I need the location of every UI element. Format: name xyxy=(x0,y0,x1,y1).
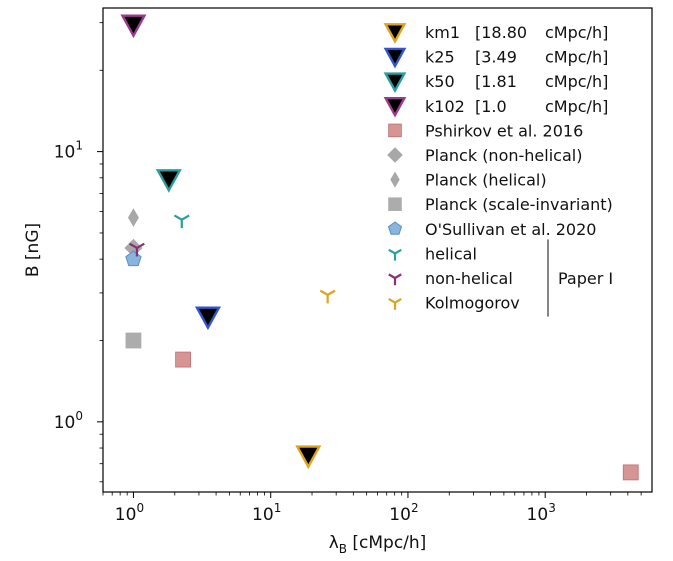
legend-group-label: Paper I xyxy=(558,269,613,288)
legend-label: Pshirkov et al. 2016 xyxy=(425,121,583,140)
legend-label: O'Sullivan et al. 2020 xyxy=(425,220,596,239)
y-tick-label: 100 xyxy=(54,409,83,433)
point-km1 xyxy=(295,445,322,470)
point-k50 xyxy=(155,169,182,193)
legend-label: Planck (non-helical) xyxy=(425,146,582,165)
legend-marker xyxy=(388,273,402,286)
x-axis-label-sub: B xyxy=(339,542,347,556)
legend-marker xyxy=(388,298,402,310)
legend-entry-km1: km1 [18.80 cMpc/h] xyxy=(383,23,608,44)
legend-marker xyxy=(388,248,402,261)
legend-length: [3.49 xyxy=(475,48,517,67)
x-tick-label: 103 xyxy=(527,501,556,525)
legend-entry-planck-helical: Planck (helical) xyxy=(390,171,547,190)
legend-length: [1.0 xyxy=(475,97,507,116)
y-axis-label: B [nG] xyxy=(23,223,43,277)
legend-label: non-helical xyxy=(425,269,513,288)
y-tick-label: 101 xyxy=(54,139,83,163)
point-kolmogorov xyxy=(319,289,336,304)
legend-unit: cMpc/h] xyxy=(545,72,608,91)
legend-marker xyxy=(387,221,403,235)
legend-entry-k25: k25 [3.49 cMpc/h] xyxy=(383,47,608,69)
legend-label: Planck (scale-invariant) xyxy=(425,195,613,214)
legend-label: Kolmogorov xyxy=(425,294,520,313)
x-tick-label: 100 xyxy=(115,501,144,525)
axis-ticks: 100 101 102 103 100 101 xyxy=(54,22,642,525)
point-helical xyxy=(173,214,190,229)
legend-entry-planck-scale-invariant: Planck (scale-invariant) xyxy=(388,195,613,214)
legend-marker xyxy=(390,171,400,188)
legend-entry-planck-non-helical: Planck (non-helical) xyxy=(387,146,582,165)
legend-label: k50 xyxy=(425,72,455,91)
legend-marker xyxy=(383,23,407,44)
legend-entry-pshirkov-et-al-2016: Pshirkov et al. 2016 xyxy=(388,121,583,140)
legend-label: k102 xyxy=(425,97,465,116)
legend-marker xyxy=(383,96,407,118)
legend-entry-kolmogorov: Kolmogorov xyxy=(388,294,520,313)
legend-entry-helical: helical xyxy=(388,244,477,263)
legend-marker xyxy=(388,197,402,211)
legend-unit: cMpc/h] xyxy=(545,48,608,67)
point-pshirkov-et-al-2016 xyxy=(175,351,191,368)
legend-marker xyxy=(383,72,407,94)
legend-length: [18.80 xyxy=(475,23,527,42)
x-axis-label-main: λ xyxy=(329,533,339,553)
point-k25 xyxy=(194,306,221,331)
point-planck-scale-invariant xyxy=(125,332,142,349)
legend-length: [1.81 xyxy=(475,72,517,91)
legend-marker xyxy=(387,147,403,163)
point-non-helical xyxy=(129,242,145,257)
point-planck-helical xyxy=(127,208,139,227)
data-points xyxy=(120,14,639,481)
x-tick-label: 101 xyxy=(252,501,281,525)
legend-label: helical xyxy=(425,244,477,263)
x-axis-label: λB [cMpc/h] xyxy=(329,533,427,556)
legend-marker xyxy=(383,47,407,69)
point-k102 xyxy=(120,14,147,39)
legend: km1 [18.80 cMpc/h] k25 [3.49 cMpc/h] k50 [1.81 c… xyxy=(383,23,613,317)
legend-label: km1 xyxy=(425,23,460,42)
legend-unit: cMpc/h] xyxy=(545,23,608,42)
point-pshirkov-et-al-2016 xyxy=(622,464,639,481)
legend-entry-k50: k50 [1.81 cMpc/h] xyxy=(383,72,608,94)
point-o-sullivan-et-al-2020 xyxy=(125,250,142,267)
legend-entry-o-sullivan-et-al-2020: O'Sullivan et al. 2020 xyxy=(387,220,596,239)
legend-marker xyxy=(388,123,402,138)
legend-label: k25 xyxy=(425,48,455,67)
legend-unit: cMpc/h] xyxy=(545,97,608,116)
legend-entry-non-helical: non-helical xyxy=(388,269,513,288)
x-tick-label: 102 xyxy=(389,501,418,525)
legend-label: Planck (helical) xyxy=(425,171,547,190)
legend-entry-k102: k102 [1.0 cMpc/h] xyxy=(383,96,608,118)
x-axis-label-rest: [cMpc/h] xyxy=(347,533,426,553)
